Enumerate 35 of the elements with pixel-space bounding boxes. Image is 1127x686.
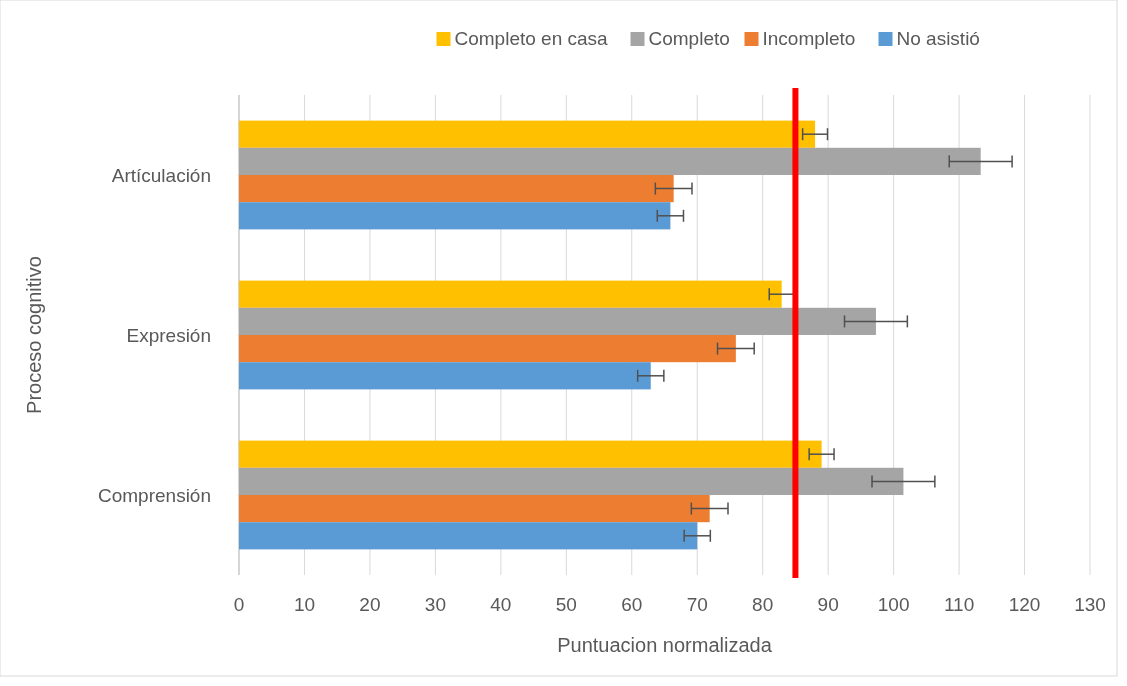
legend-label: Incompleto [762, 28, 856, 49]
x-tick-label: 90 [817, 594, 839, 615]
bar [239, 120, 816, 148]
y-axis-title: Proceso cognitivo [23, 256, 45, 414]
x-tick-label: 100 [877, 594, 910, 615]
bar [239, 495, 710, 523]
bar [239, 307, 876, 335]
legend-label: No asistió [896, 28, 980, 49]
bar [239, 467, 904, 495]
y-tick-label: Artículación [111, 165, 211, 186]
x-tick-label: 70 [686, 594, 708, 615]
x-tick-label: 0 [233, 594, 245, 615]
y-tick-label: Expresión [126, 325, 211, 346]
y-tick-label: Comprensión [98, 485, 211, 506]
x-tick-label: 120 [1008, 594, 1041, 615]
bar [239, 522, 698, 550]
x-tick-label: 20 [359, 594, 381, 615]
bar [239, 335, 736, 363]
x-tick-label: 50 [555, 594, 577, 615]
x-tick-label: 60 [621, 594, 643, 615]
x-tick-label: 40 [490, 594, 512, 615]
legend-label: Completo en casa [454, 28, 609, 49]
x-tick-label: 10 [293, 594, 316, 615]
bar [239, 175, 674, 203]
x-tick-label: 110 [943, 594, 975, 615]
x-tick-label: 30 [424, 594, 446, 615]
legend-label: Completo [648, 28, 730, 49]
bar [239, 202, 671, 230]
x-tick-label: 130 [1074, 594, 1106, 615]
x-axis-title: Puntuacion normalizada [557, 634, 773, 656]
bar [239, 280, 782, 308]
bar [239, 147, 981, 175]
x-tick-label: 80 [752, 594, 774, 615]
bar [239, 440, 822, 468]
bar [239, 362, 651, 390]
